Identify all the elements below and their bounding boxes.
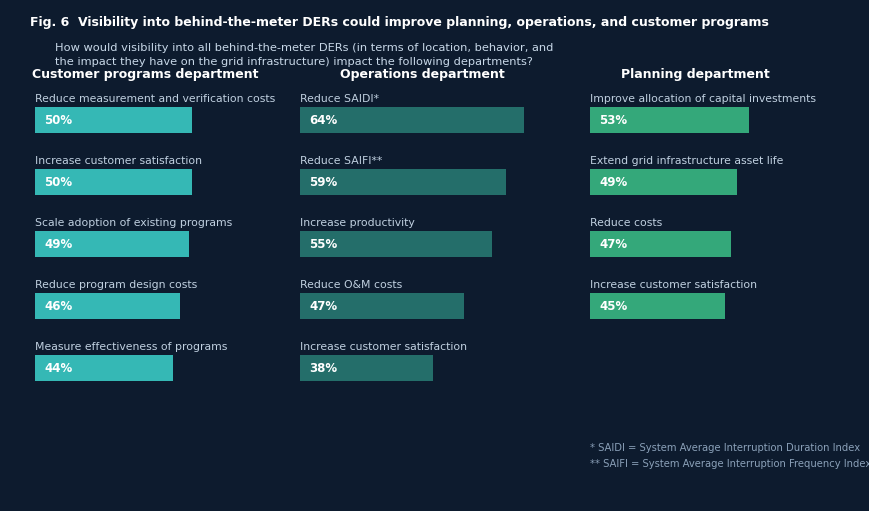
FancyBboxPatch shape bbox=[300, 169, 506, 195]
Text: 50%: 50% bbox=[44, 113, 72, 127]
Text: 46%: 46% bbox=[44, 299, 72, 313]
Text: 47%: 47% bbox=[599, 238, 627, 250]
FancyBboxPatch shape bbox=[35, 355, 173, 381]
Text: 47%: 47% bbox=[308, 299, 337, 313]
Text: Increase customer satisfaction: Increase customer satisfaction bbox=[300, 342, 467, 352]
FancyBboxPatch shape bbox=[300, 107, 523, 133]
Text: 50%: 50% bbox=[44, 175, 72, 189]
Text: Fig. 6  Visibility into behind-the-meter DERs could improve planning, operations: Fig. 6 Visibility into behind-the-meter … bbox=[30, 16, 768, 29]
Text: Increase customer satisfaction: Increase customer satisfaction bbox=[35, 156, 202, 166]
FancyBboxPatch shape bbox=[589, 231, 730, 257]
Text: Reduce SAIDI*: Reduce SAIDI* bbox=[300, 94, 379, 104]
FancyBboxPatch shape bbox=[300, 355, 433, 381]
Text: Measure effectiveness of programs: Measure effectiveness of programs bbox=[35, 342, 227, 352]
Text: Planning department: Planning department bbox=[620, 68, 768, 81]
Text: Reduce SAIFI**: Reduce SAIFI** bbox=[300, 156, 381, 166]
FancyBboxPatch shape bbox=[35, 169, 192, 195]
Text: 44%: 44% bbox=[44, 361, 72, 375]
Text: Scale adoption of existing programs: Scale adoption of existing programs bbox=[35, 218, 232, 228]
Text: Extend grid infrastructure asset life: Extend grid infrastructure asset life bbox=[589, 156, 782, 166]
FancyBboxPatch shape bbox=[35, 293, 179, 319]
FancyBboxPatch shape bbox=[300, 231, 492, 257]
Text: 59%: 59% bbox=[308, 175, 337, 189]
Text: Reduce costs: Reduce costs bbox=[589, 218, 661, 228]
Text: Increase customer satisfaction: Increase customer satisfaction bbox=[589, 280, 756, 290]
FancyBboxPatch shape bbox=[589, 169, 736, 195]
Text: * SAIDI = System Average Interruption Duration Index
** SAIFI = System Average I: * SAIDI = System Average Interruption Du… bbox=[589, 443, 869, 470]
Text: Reduce O&M costs: Reduce O&M costs bbox=[300, 280, 401, 290]
FancyBboxPatch shape bbox=[35, 107, 192, 133]
FancyBboxPatch shape bbox=[35, 231, 189, 257]
Text: 49%: 49% bbox=[44, 238, 72, 250]
Text: 53%: 53% bbox=[599, 113, 627, 127]
FancyBboxPatch shape bbox=[589, 107, 748, 133]
Text: 55%: 55% bbox=[308, 238, 337, 250]
Text: Reduce measurement and verification costs: Reduce measurement and verification cost… bbox=[35, 94, 275, 104]
Text: 45%: 45% bbox=[599, 299, 627, 313]
Text: Reduce program design costs: Reduce program design costs bbox=[35, 280, 197, 290]
Text: Customer programs department: Customer programs department bbox=[31, 68, 258, 81]
Text: 64%: 64% bbox=[308, 113, 337, 127]
Text: How would visibility into all behind-the-meter DERs (in terms of location, behav: How would visibility into all behind-the… bbox=[55, 43, 553, 67]
FancyBboxPatch shape bbox=[589, 293, 724, 319]
Text: Increase productivity: Increase productivity bbox=[300, 218, 415, 228]
FancyBboxPatch shape bbox=[300, 293, 464, 319]
Text: Operations department: Operations department bbox=[340, 68, 504, 81]
Text: Improve allocation of capital investments: Improve allocation of capital investment… bbox=[589, 94, 815, 104]
Text: 49%: 49% bbox=[599, 175, 627, 189]
Text: 38%: 38% bbox=[308, 361, 337, 375]
